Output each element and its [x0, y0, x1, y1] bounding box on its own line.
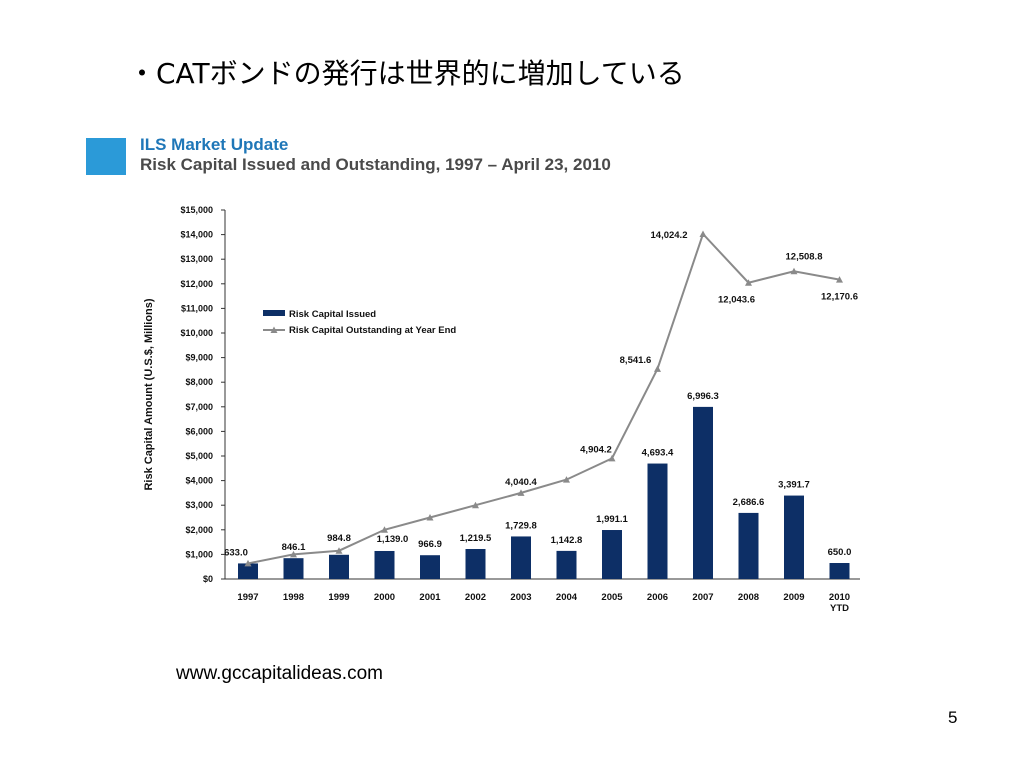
x-tick-label: 2002 — [465, 592, 486, 603]
y-tick-label: $4,000 — [185, 476, 213, 486]
line-point — [426, 514, 434, 521]
bar — [283, 558, 304, 579]
line-series — [244, 230, 843, 567]
line-point — [745, 279, 752, 286]
line-value-label: 14,024.2 — [651, 230, 688, 241]
header-accent-block — [86, 138, 126, 175]
bar-value-label: 1,219.5 — [460, 533, 492, 544]
bar — [647, 463, 668, 579]
line-value-label: 8,541.6 — [620, 355, 652, 366]
line-point — [244, 559, 252, 567]
chart-header-subtitle: Risk Capital Issued and Outstanding, 199… — [140, 155, 611, 174]
y-tick-label: $15,000 — [180, 205, 213, 215]
line-value-label: 4,904.2 — [580, 444, 612, 455]
y-tick-label: $0 — [203, 574, 213, 584]
bar-value-label: 966.9 — [418, 539, 442, 550]
bar-value-label: 650.0 — [828, 547, 852, 558]
y-tick-label: $1,000 — [185, 549, 213, 559]
y-tick-label: $10,000 — [180, 328, 213, 338]
x-tick-label: 2008 — [738, 592, 759, 603]
y-tick-label: $3,000 — [185, 500, 213, 510]
y-tick-label: $13,000 — [180, 254, 213, 264]
line-value-label: 12,508.8 — [786, 251, 823, 262]
bar-value-label: 1,142.8 — [551, 535, 583, 546]
y-tick-label: $12,000 — [180, 279, 213, 289]
y-tick-label: $5,000 — [185, 451, 213, 461]
y-tick-label: $11,000 — [181, 303, 213, 313]
legend-label-issued: Risk Capital Issued — [289, 309, 376, 320]
x-tick-label: YTD — [830, 603, 849, 614]
bar — [238, 563, 258, 579]
legend-marker-outstanding — [270, 326, 278, 333]
x-tick-label: 2004 — [556, 592, 578, 603]
bar — [738, 512, 759, 579]
bar-value-label: 3,391.7 — [778, 480, 810, 491]
x-tick-label: 2006 — [647, 592, 668, 603]
x-tick-label: 1997 — [237, 592, 258, 603]
y-axis-label: Risk Capital Amount (U.S.$, Millions) — [143, 298, 155, 490]
legend-label-outstanding: Risk Capital Outstanding at Year End — [289, 325, 456, 336]
line-point — [381, 526, 388, 533]
line-point — [517, 489, 525, 496]
x-tick-label: 2000 — [374, 592, 395, 603]
line-point — [290, 550, 297, 558]
line-value-label: 4,040.4 — [505, 477, 537, 488]
bar — [693, 406, 713, 579]
x-tick-label: 2007 — [692, 592, 713, 603]
y-tick-label: $9,000 — [185, 353, 213, 363]
chart-header-title: ILS Market Update — [140, 135, 289, 154]
x-tick-label: 2005 — [601, 592, 623, 603]
y-tick-label: $7,000 — [185, 402, 213, 412]
bar-value-label: 984.8 — [327, 533, 351, 544]
data-labels: 633.0 846.1 984.8 1,139.0 966.9 1,219.5 1,729.… — [224, 230, 858, 558]
bar — [511, 536, 531, 579]
line-point — [699, 230, 707, 238]
bar-value-label: 4,693.4 — [642, 448, 674, 459]
line-point — [563, 476, 570, 483]
outstanding-line — [247, 232, 840, 565]
line-point — [608, 454, 616, 462]
x-tick-label: 2001 — [419, 592, 441, 603]
bar — [829, 563, 850, 579]
source-link[interactable]: www.gccapitalideas.com — [176, 663, 383, 684]
bar-series — [238, 406, 850, 579]
line-value-label: 12,170.6 — [821, 292, 858, 303]
line-point — [472, 501, 479, 509]
bar — [329, 554, 349, 579]
chart-legend: Risk Capital Issued Risk Capital Outstand… — [263, 309, 456, 336]
x-tick-label: 2003 — [510, 592, 531, 603]
bar — [420, 555, 440, 579]
bar — [374, 550, 395, 579]
page-number: 5 — [948, 708, 958, 727]
slide-title: ・CATボンドの発行は世界的に増加している — [128, 57, 685, 90]
line-value-label: 12,043.6 — [718, 295, 755, 306]
y-tick-label: $14,000 — [180, 230, 213, 240]
bar-value-label: 1,139.0 — [377, 534, 409, 545]
bar-value-label: 2,686.6 — [733, 497, 765, 508]
x-tick-label: 2010 — [829, 592, 850, 603]
legend-swatch-issued — [263, 310, 285, 316]
line-point — [654, 365, 661, 372]
bar — [556, 550, 577, 579]
line-point — [335, 547, 343, 554]
y-tick-label: $6,000 — [185, 426, 213, 436]
bar-value-label: 6,996.3 — [687, 391, 719, 402]
bar-value-label: 633.0 — [224, 547, 248, 558]
line-point — [836, 276, 843, 283]
bar — [784, 495, 804, 579]
x-tick-label: 2009 — [783, 592, 804, 603]
y-tick-label: $2,000 — [185, 525, 213, 535]
x-tick-label: 1999 — [328, 592, 349, 603]
bar — [602, 530, 622, 579]
y-tick-label: $8,000 — [185, 377, 213, 387]
bar — [465, 549, 486, 579]
bar-value-label: 846.1 — [282, 542, 306, 553]
bar-value-label: 1,991.1 — [596, 514, 628, 525]
x-tick-label: 1998 — [283, 592, 304, 603]
bar-value-label: 1,729.8 — [505, 520, 537, 531]
line-point — [790, 267, 798, 275]
